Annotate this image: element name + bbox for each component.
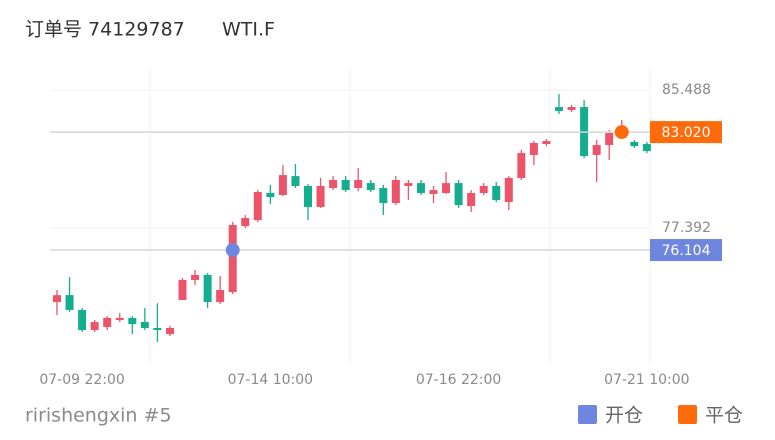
candle-body: [555, 107, 563, 111]
grid: [149, 68, 651, 365]
y-tick-label: 85.488: [662, 82, 711, 98]
candle-body: [153, 328, 162, 331]
candle-body: [329, 180, 338, 189]
candle-body: [504, 177, 513, 203]
candle-body: [379, 188, 388, 204]
price-label: 83.020: [662, 125, 711, 141]
candle-body: [216, 289, 225, 303]
x-tick-label: 07-16 22:00: [416, 372, 501, 388]
candle-body: [416, 183, 425, 193]
price-label-box: [650, 239, 722, 262]
candle-body: [542, 140, 551, 145]
candle-body: [266, 192, 275, 198]
candle-body: [291, 176, 300, 186]
candle-body: [517, 153, 526, 178]
candle-body: [316, 185, 325, 207]
candle-body: [492, 185, 501, 200]
x-tick-label: 07-14 10:00: [228, 372, 313, 388]
candle-body: [479, 185, 488, 193]
y-tick-label: 77.392: [662, 220, 711, 236]
caption: ririshengxin #5: [25, 405, 172, 427]
candle-body: [90, 322, 99, 331]
chart-title: 订单号 74129787: [25, 19, 185, 41]
candle-body: [354, 180, 363, 189]
candle-body: [567, 107, 576, 110]
candle-body: [442, 183, 451, 193]
trade-marker: [225, 243, 240, 258]
candle-body: [529, 143, 538, 155]
candle-body: [304, 185, 312, 207]
candle-body: [630, 141, 639, 147]
x-tick-label: 07-21 10:00: [604, 372, 689, 388]
candle-body: [115, 317, 124, 320]
candle-body: [642, 144, 651, 152]
price-label-box: [650, 121, 722, 144]
candle-body: [341, 180, 350, 191]
candle-body: [228, 225, 237, 293]
candle-body: [191, 274, 200, 280]
price-label: 76.104: [662, 243, 711, 259]
candle-body: [241, 218, 250, 227]
candle-body: [429, 190, 438, 194]
candle-body: [65, 295, 74, 310]
candle-body: [366, 183, 375, 191]
legend-swatch: [578, 405, 597, 424]
candle-body: [278, 175, 287, 196]
candle-body: [165, 328, 174, 335]
candle-body: [53, 295, 61, 303]
candle-body: [253, 191, 262, 221]
candle-body: [592, 145, 601, 155]
legend-label: 平仓: [705, 405, 743, 427]
candle-body: [178, 279, 187, 301]
candle-body: [203, 274, 212, 303]
trade-marker: [614, 125, 629, 140]
candle-body: [128, 317, 137, 325]
candle-body: [605, 132, 614, 146]
legend-label: 开仓: [605, 405, 643, 427]
candle-body: [140, 322, 149, 329]
chart-subtitle: WTI.F: [222, 19, 275, 41]
candle-body: [391, 180, 400, 204]
legend-swatch: [678, 405, 697, 424]
candle-body: [103, 317, 112, 327]
candle-body: [78, 309, 87, 331]
candle-body: [454, 183, 463, 206]
x-tick-label: 07-09 22:00: [39, 372, 124, 388]
candle-body: [404, 183, 413, 186]
candle-body: [467, 192, 476, 207]
